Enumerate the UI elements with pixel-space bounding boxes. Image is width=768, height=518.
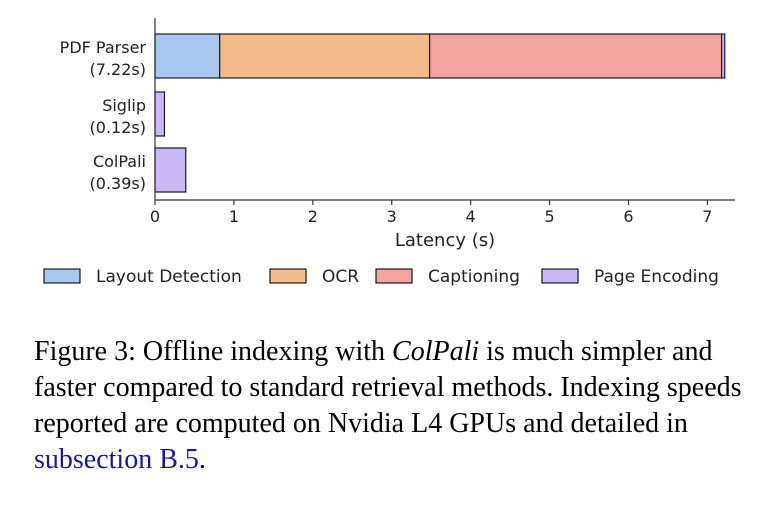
legend-label: Layout Detection (96, 267, 242, 287)
x-tick-label: 4 (466, 207, 476, 226)
bar-pdf-parser-page-encoding (720, 33, 726, 79)
legend-label: Captioning (428, 267, 520, 287)
caption-end: . (198, 444, 206, 475)
category-label: Siglip (102, 96, 146, 115)
subsection-link[interactable]: subsection B.5 (34, 444, 199, 475)
bar-pdf-parser-layout-detection (154, 33, 221, 79)
legend-swatch (43, 268, 81, 284)
bars (154, 33, 726, 193)
caption-text-before: Offline indexing with (142, 336, 386, 367)
x-tick-label: 5 (544, 207, 554, 226)
figure-label: Figure 3: (34, 336, 136, 367)
category-label: PDF Parser (60, 38, 147, 57)
category-time-label: (7.22s) (90, 60, 146, 79)
legend-swatch (541, 268, 579, 284)
x-axis-label: Latency (s) (395, 230, 495, 251)
legend-swatch (375, 268, 413, 284)
category-label: ColPali (93, 152, 146, 171)
legend: Layout Detection OCR Captioning Page Encodi… (43, 267, 719, 287)
latency-chart: PDF Parser (7.22s) Siglip (0.12s) ColPali (0.… (43, 18, 735, 287)
x-tick-label: 2 (308, 207, 318, 226)
x-tick-label: 1 (229, 207, 239, 226)
legend-label: Page Encoding (594, 267, 719, 287)
x-ticks: 0 1 2 3 4 5 6 7 (150, 200, 712, 226)
caption-model-name: ColPali (392, 336, 480, 367)
caption-text-after: is much simpler and faster compared to s… (34, 336, 742, 439)
legend-label: OCR (322, 267, 359, 287)
category-labels: PDF Parser (7.22s) Siglip (0.12s) ColPali (0.… (60, 38, 147, 193)
x-tick-label: 6 (623, 207, 633, 226)
axes (154, 18, 735, 201)
bar-pdf-parser-captioning (429, 33, 723, 79)
bar-siglip-page-encoding (154, 91, 166, 137)
category-time-label: (0.12s) (90, 118, 146, 137)
figure-caption: Figure 3: Offline indexing with ColPali … (34, 334, 754, 478)
legend-swatch (269, 268, 307, 284)
bar-pdf-parser-ocr (219, 33, 431, 79)
x-tick-label: 7 (702, 207, 712, 226)
bar-colpali-page-encoding (154, 147, 187, 193)
x-tick-label: 0 (150, 207, 160, 226)
category-time-label: (0.39s) (90, 174, 146, 193)
x-tick-label: 3 (387, 207, 397, 226)
